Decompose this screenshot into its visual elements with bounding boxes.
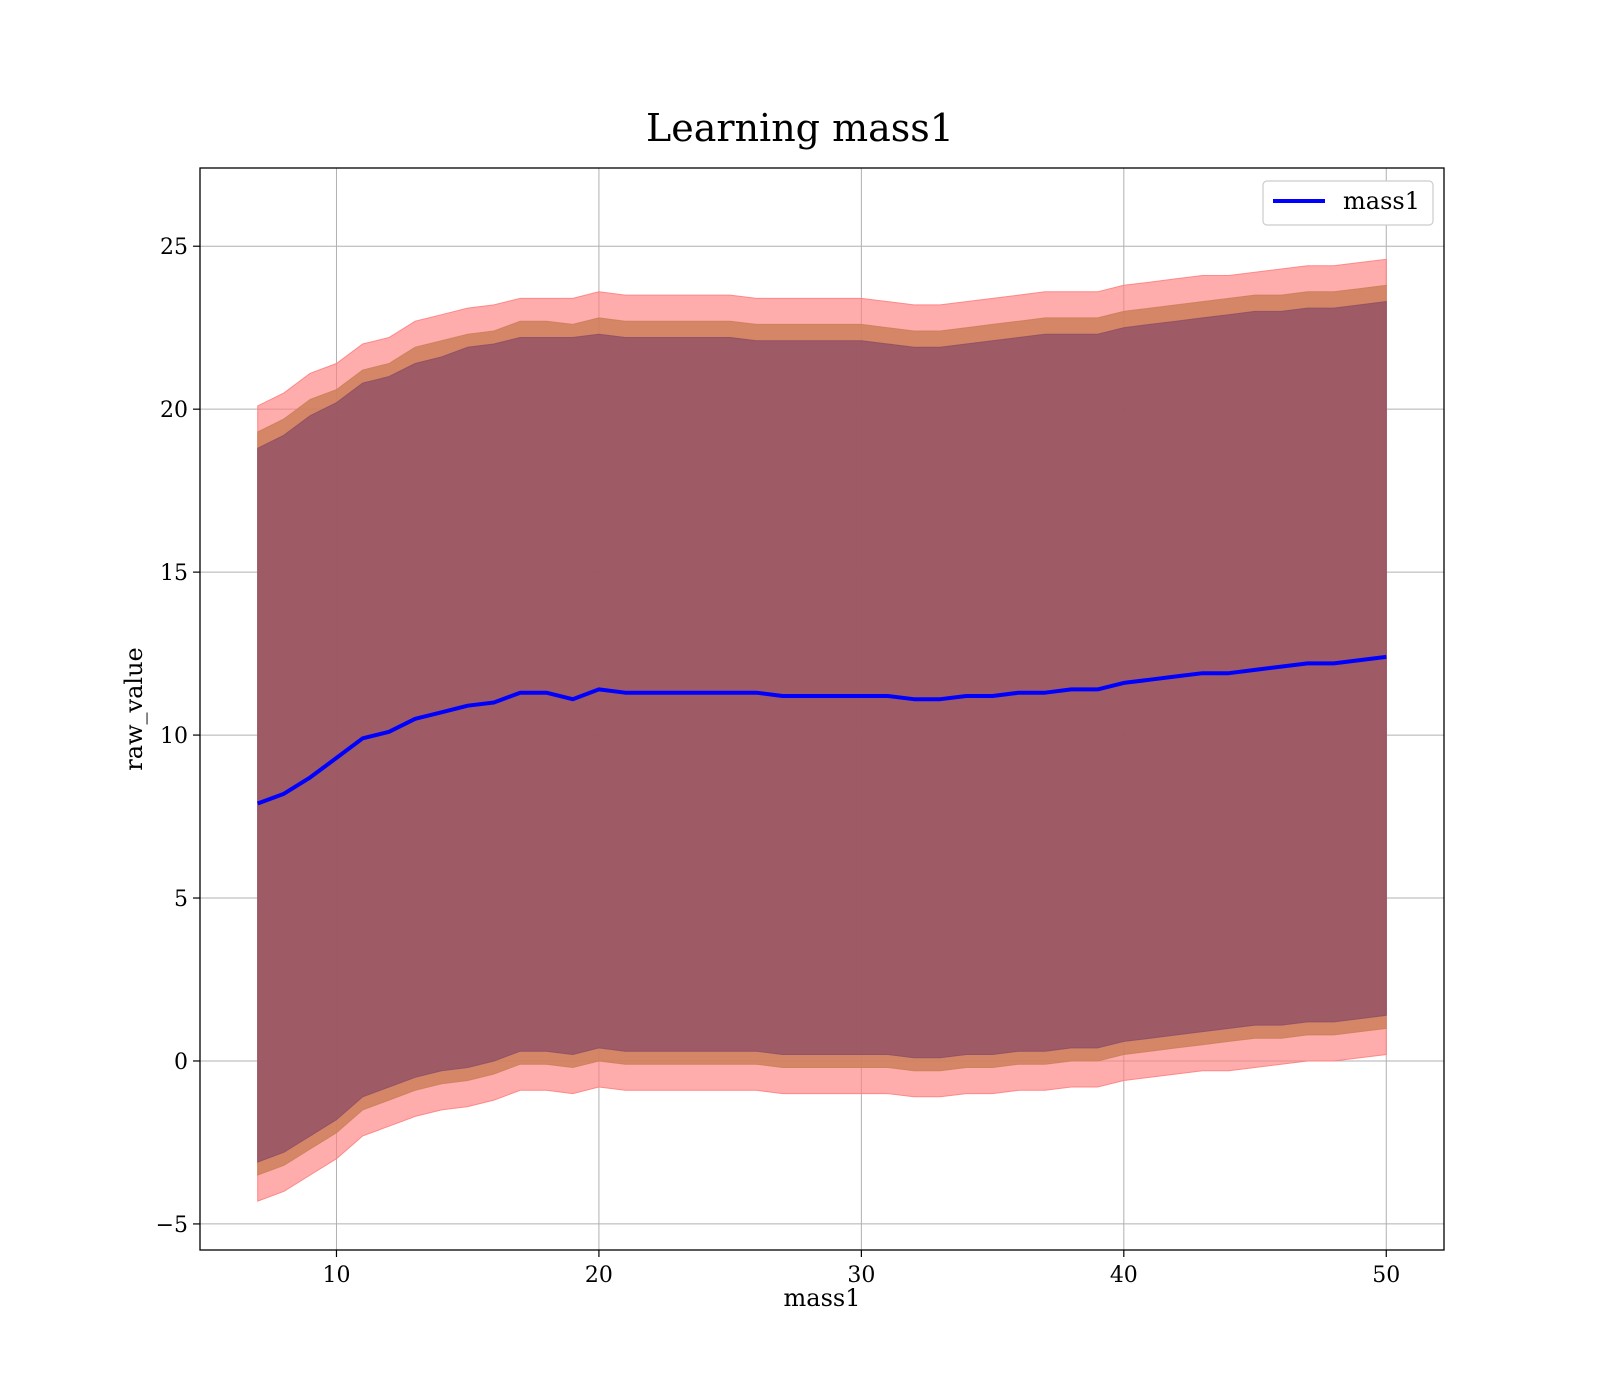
legend-box [1262, 180, 1434, 226]
x-tick-label-0: 10 [322, 1263, 350, 1288]
x-tick-label-1: 20 [585, 1263, 613, 1288]
series-lines [257, 654, 1387, 806]
x-tick-label-4: 50 [1372, 1263, 1400, 1288]
x-axis: 10 20 30 40 50 [322, 1250, 1400, 1288]
x-axis-label: mass1 [784, 1284, 861, 1312]
x-tick-label-2: 30 [847, 1263, 875, 1288]
legend-entry-mass1: mass1 [1343, 187, 1420, 215]
band-inner [257, 301, 1387, 1163]
plot-frame [199, 167, 1445, 1251]
legend: mass1 [1262, 180, 1434, 226]
y-tick-label-3: 10 [160, 724, 188, 749]
y-tick-label-6: 25 [160, 235, 188, 260]
y-tick-label-4: 15 [160, 561, 188, 586]
y-axis-label: raw_value [120, 647, 148, 771]
y-tick-label-5: 20 [160, 398, 188, 423]
y-tick-label-0: −5 [156, 1213, 188, 1238]
x-tick-label-3: 40 [1110, 1263, 1138, 1288]
y-tick-label-2: 5 [174, 887, 188, 912]
y-axis: −5 0 5 10 15 20 25 [156, 235, 200, 1238]
y-tick-label-1: 0 [174, 1050, 188, 1075]
bands [257, 258, 1387, 1202]
series-line-mass1 [257, 654, 1387, 806]
chart-title: Learning mass1 [646, 106, 954, 150]
